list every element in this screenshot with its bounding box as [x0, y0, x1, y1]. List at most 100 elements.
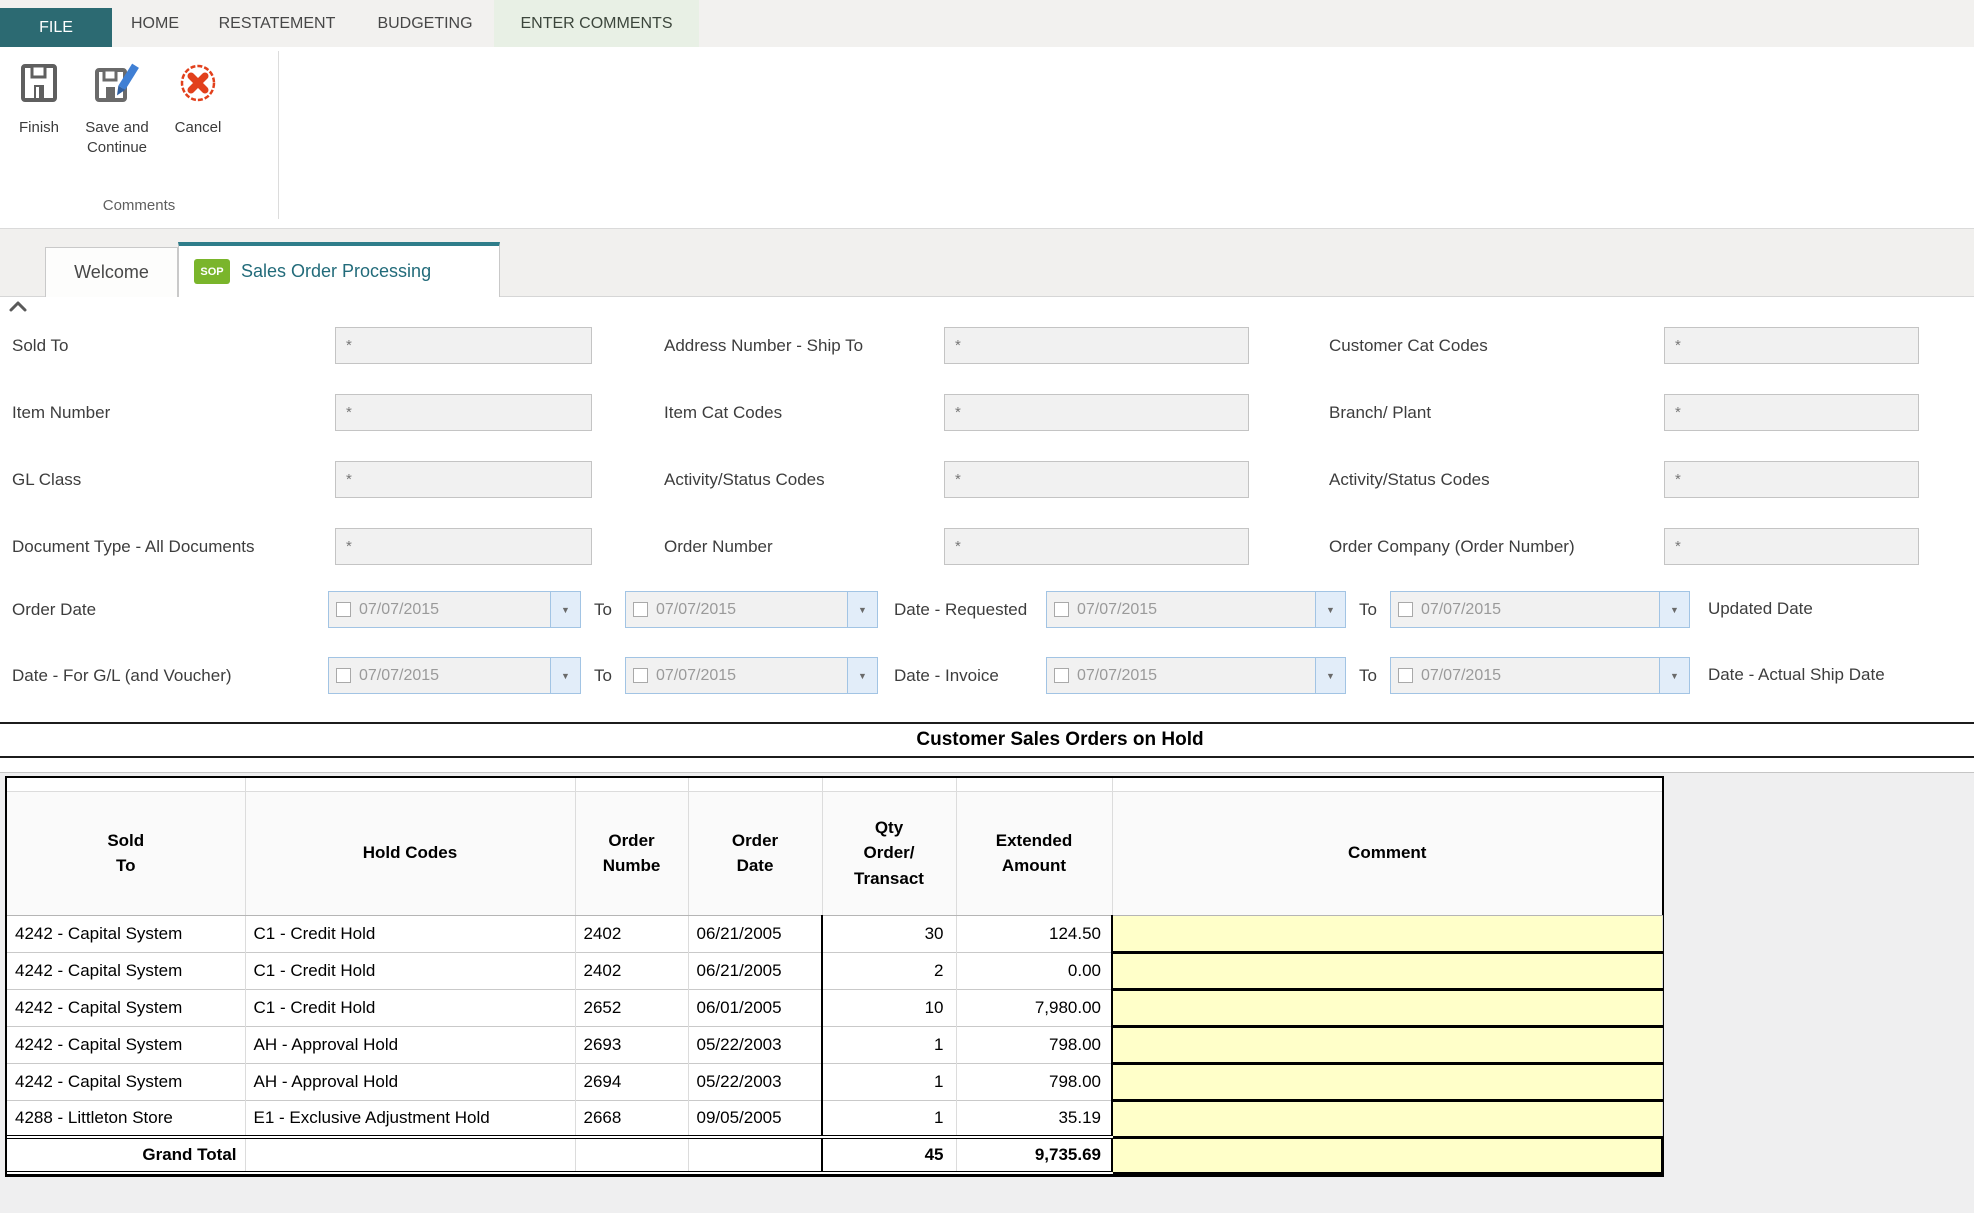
date-checkbox[interactable] [336, 602, 351, 617]
date-value[interactable]: 07/07/2015 [656, 667, 847, 685]
date-dropdown-button[interactable]: ▼ [847, 592, 877, 627]
date-checkbox[interactable] [1054, 602, 1069, 617]
date-value[interactable]: 07/07/2015 [1421, 667, 1659, 685]
filter-text-input[interactable]: * [335, 394, 592, 431]
date-checkbox[interactable] [1398, 602, 1413, 617]
cell-hold-code: AH - Approval Hold [245, 1063, 575, 1100]
filter-text-input[interactable]: * [1664, 327, 1919, 364]
ribbon-group-divider [278, 51, 279, 219]
filter-field-label: Order Company (Order Number) [1249, 537, 1664, 557]
date-picker[interactable]: 07/07/2015 ▼ [1390, 591, 1690, 628]
date-dropdown-button[interactable]: ▼ [1659, 592, 1689, 627]
save-icon [19, 61, 59, 110]
date-picker[interactable]: 07/07/2015 ▼ [328, 591, 581, 628]
cell-order-date: 06/21/2005 [688, 952, 822, 989]
comment-cell[interactable] [1112, 1063, 1662, 1100]
cell-amount: 798.00 [956, 1026, 1112, 1063]
ribbon-tab-home[interactable]: HOME [112, 0, 198, 47]
ribbon-tab-enter-comments[interactable]: ENTER COMMENTS [494, 0, 699, 47]
date-picker[interactable]: 07/07/2015 ▼ [328, 657, 581, 694]
date-value[interactable]: 07/07/2015 [1077, 601, 1315, 619]
filter-text-input[interactable]: * [944, 327, 1249, 364]
date-value[interactable]: 07/07/2015 [656, 601, 847, 619]
filter-field-label: Branch/ Plant [1249, 403, 1664, 423]
cell-amount: 798.00 [956, 1063, 1112, 1100]
filter-text-input[interactable]: * [944, 461, 1249, 498]
save-and-continue-button[interactable]: Save and Continue [68, 57, 166, 157]
grid-title: Customer Sales Orders on Hold [770, 729, 1203, 751]
sop-badge-icon: SOP [194, 259, 230, 284]
filter-text-input[interactable]: * [1664, 394, 1919, 431]
column-header-amount: Extended Amount [956, 791, 1112, 915]
cell-sold-to: 4242 - Capital System [7, 952, 245, 989]
filter-field-label: Date - Requested [894, 600, 1046, 620]
filter-field-label: Date - Invoice [894, 666, 1046, 686]
cell-hold-code: C1 - Credit Hold [245, 989, 575, 1026]
ribbon-tab-budgeting[interactable]: BUDGETING [356, 0, 494, 47]
date-value[interactable]: 07/07/2015 [359, 601, 550, 619]
grand-total-empty-cell [688, 1137, 822, 1173]
grand-total-comment-cell[interactable] [1112, 1137, 1662, 1173]
date-value[interactable]: 07/07/2015 [1077, 667, 1315, 685]
filter-text-input[interactable]: * [1664, 461, 1919, 498]
filter-field-label: Order Number [592, 537, 944, 557]
date-dropdown-button[interactable]: ▼ [550, 658, 580, 693]
filter-text-input[interactable]: * [944, 528, 1249, 565]
filter-text-input[interactable]: * [1664, 528, 1919, 565]
ribbon-tab-restatement[interactable]: RESTATEMENT [198, 0, 356, 47]
comment-cell[interactable] [1112, 1026, 1662, 1063]
table-row: 4242 - Capital SystemAH - Approval Hold2… [7, 1026, 1662, 1063]
filter-field-label: Customer Cat Codes [1249, 336, 1664, 356]
cell-order-date: 05/22/2003 [688, 1026, 822, 1063]
date-picker[interactable]: 07/07/2015 ▼ [1390, 657, 1690, 694]
collapse-panel-chevron-up-icon[interactable] [8, 299, 30, 317]
date-filter-row-gl-date: Date - For G/L (and Voucher) 07/07/2015 … [0, 657, 1974, 694]
comment-cell[interactable] [1112, 1100, 1662, 1137]
date-value[interactable]: 07/07/2015 [359, 667, 550, 685]
date-checkbox[interactable] [633, 602, 648, 617]
comment-cell[interactable] [1112, 989, 1662, 1026]
date-checkbox[interactable] [1398, 668, 1413, 683]
filter-text-input[interactable]: * [944, 394, 1249, 431]
date-dropdown-button[interactable]: ▼ [1315, 658, 1345, 693]
table-row: 4242 - Capital SystemC1 - Credit Hold265… [7, 989, 1662, 1026]
tab-welcome[interactable]: Welcome [45, 247, 178, 297]
cell-amount: 124.50 [956, 915, 1112, 952]
filter-text-input[interactable]: * [335, 528, 592, 565]
ribbon-tab-file[interactable]: FILE [0, 8, 112, 47]
table-row: 4242 - Capital SystemC1 - Credit Hold240… [7, 952, 1662, 989]
date-picker[interactable]: 07/07/2015 ▼ [625, 591, 878, 628]
date-dropdown-button[interactable]: ▼ [1315, 592, 1345, 627]
finish-button[interactable]: Finish [10, 57, 68, 157]
tab-sales-order-processing[interactable]: SOP Sales Order Processing [178, 242, 500, 297]
cell-qty: 10 [822, 989, 956, 1026]
grid-top-strip [7, 778, 1662, 791]
filter-field-label: GL Class [0, 470, 335, 490]
comment-cell[interactable] [1112, 952, 1662, 989]
date-picker[interactable]: 07/07/2015 ▼ [1046, 657, 1346, 694]
table-row: 4242 - Capital SystemC1 - Credit Hold240… [7, 915, 1662, 952]
date-picker[interactable]: 07/07/2015 ▼ [1046, 591, 1346, 628]
cancel-button[interactable]: Cancel [166, 57, 230, 157]
date-checkbox[interactable] [336, 668, 351, 683]
date-dropdown-button[interactable]: ▼ [1659, 658, 1689, 693]
date-value[interactable]: 07/07/2015 [1421, 601, 1659, 619]
cell-qty: 1 [822, 1063, 956, 1100]
date-dropdown-button[interactable]: ▼ [847, 658, 877, 693]
date-dropdown-button[interactable]: ▼ [550, 592, 580, 627]
comment-cell[interactable] [1112, 915, 1662, 952]
filter-text-input[interactable]: * [335, 327, 592, 364]
cell-amount: 7,980.00 [956, 989, 1112, 1026]
filter-field-label: Order Date [0, 600, 328, 620]
date-picker[interactable]: 07/07/2015 ▼ [625, 657, 878, 694]
cell-sold-to: 4242 - Capital System [7, 1063, 245, 1100]
date-checkbox[interactable] [1054, 668, 1069, 683]
date-checkbox[interactable] [633, 668, 648, 683]
date-filter-row-order-date: Order Date 07/07/2015 ▼ To 07/07/2015 ▼ … [0, 591, 1974, 628]
filter-text-input[interactable]: * [335, 461, 592, 498]
workspace-tab-strip: Welcome SOP Sales Order Processing [0, 229, 1974, 297]
grand-total-qty: 45 [822, 1137, 956, 1173]
grid-strip-cell [7, 778, 245, 791]
filter-field-label: Updated Date [1708, 599, 1893, 619]
cell-sold-to: 4288 - Littleton Store [7, 1100, 245, 1137]
